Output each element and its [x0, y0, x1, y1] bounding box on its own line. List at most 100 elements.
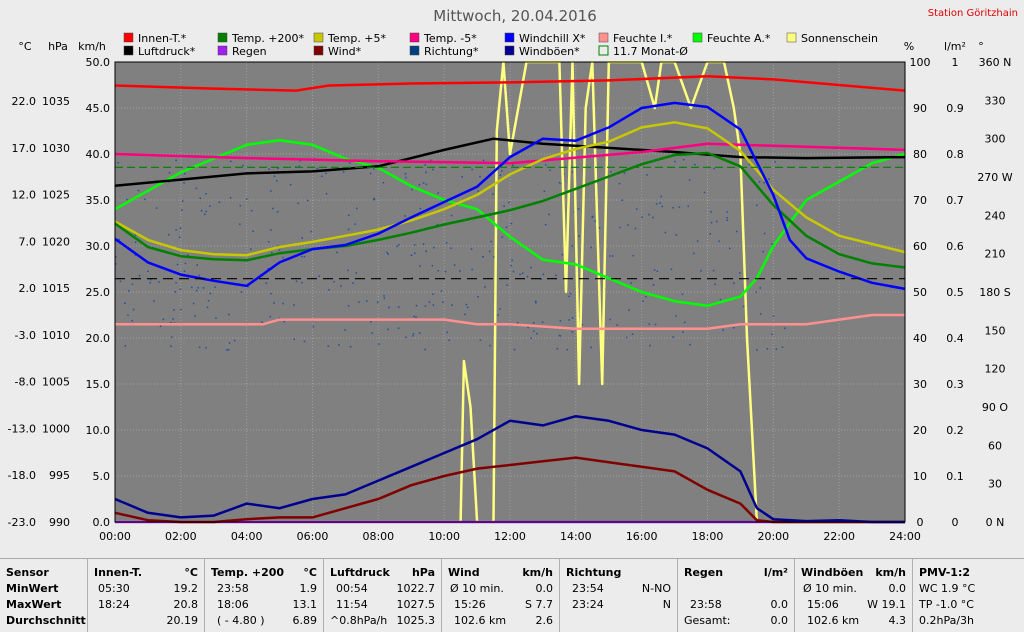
richtung-point [414, 252, 416, 254]
richtung-point [170, 345, 172, 347]
legend-label: Windböen* [519, 45, 580, 58]
series-line-innen-t [114, 75, 906, 92]
axis-tick-label: 180 S [979, 286, 1010, 299]
richtung-point [207, 299, 210, 302]
x-tick-label: 10:00 [428, 530, 460, 543]
richtung-point [318, 275, 320, 277]
axis-tick-label: 360 N [979, 56, 1012, 69]
richtung-point [648, 323, 650, 325]
richtung-point [199, 197, 201, 199]
richtung-point [450, 214, 453, 217]
richtung-point [184, 172, 186, 175]
stats-luftdruck-column: Luftdruck hPa 00:54 1022.7 11:54 1027.5 ^0.… [324, 559, 442, 632]
richtung-point [536, 332, 538, 335]
legend-swatch [598, 32, 609, 43]
legend-label: Innen-T.* [138, 32, 187, 45]
richtung-point [424, 164, 426, 166]
axis-tick-label: 60 [988, 439, 1002, 452]
richtung-point [470, 248, 473, 250]
axis-tick-label: 15.0 [86, 378, 111, 391]
series-line-feuchte-a [114, 138, 906, 308]
stats-richtung-max-value: N [662, 598, 671, 611]
axis-tick-label: -23.0 [8, 516, 36, 529]
richtung-point [203, 213, 206, 216]
richtung-point [535, 301, 537, 304]
richtung-point [418, 183, 421, 186]
richtung-point [321, 175, 323, 178]
richtung-point [451, 304, 453, 306]
richtung-point [158, 281, 160, 283]
richtung-point [352, 282, 354, 284]
richtung-point [742, 305, 745, 308]
legend-swatch [692, 32, 703, 43]
stats-row-min: MinWert [6, 582, 59, 595]
stats-richtung-min-value: N-NO [641, 582, 671, 595]
axis-tick-label: 30 [913, 378, 927, 391]
stats-temp200-avg-value: 6.89 [292, 614, 318, 627]
richtung-point [771, 333, 773, 336]
axis-tick-label: 1015 [42, 282, 70, 295]
richtung-point [268, 168, 270, 170]
richtung-point [729, 247, 731, 250]
richtung-point [716, 220, 718, 223]
stats-wind-unit: km/h [522, 566, 553, 579]
richtung-point [147, 270, 149, 272]
richtung-point [242, 164, 244, 167]
richtung-point [560, 182, 563, 185]
richtung-point [700, 270, 702, 272]
richtung-point [571, 171, 574, 173]
richtung-point [653, 269, 656, 271]
richtung-point [149, 282, 151, 284]
stats-temp200-unit: °C [303, 566, 317, 579]
richtung-point [347, 305, 350, 307]
legend-label: Regen [232, 45, 267, 58]
series-line-feuchte-i [115, 313, 905, 331]
richtung-point [530, 266, 532, 269]
richtung-point [228, 342, 231, 344]
richtung-point [115, 263, 117, 265]
stats-richtung-min-time: 23:54 [572, 582, 604, 595]
richtung-point [278, 249, 281, 251]
legend-label: Windchill X* [519, 32, 586, 45]
richtung-point [175, 281, 177, 284]
richtung-point [533, 330, 535, 332]
richtung-point [404, 215, 406, 217]
richtung-point [444, 270, 447, 273]
richtung-point [781, 346, 784, 349]
richtung-point [436, 223, 439, 226]
stats-luftdruck-max-time: 11:54 [336, 598, 368, 611]
richtung-point [484, 286, 486, 288]
stats-temp200-max-time: 18:06 [217, 598, 249, 611]
richtung-point [349, 345, 352, 348]
stats-regen-column: Regen l/m² 23:58 0.0 Gesamt: 0.0 [678, 559, 795, 632]
richtung-point [714, 283, 716, 285]
axis-tick-label: 70 [913, 194, 927, 207]
x-tick-label: 14:00 [560, 530, 592, 543]
stats-windboen-header: Windböen [801, 566, 864, 579]
richtung-point [214, 286, 216, 288]
richtung-point [461, 176, 463, 178]
richtung-point [387, 328, 389, 331]
richtung-point [167, 233, 170, 236]
richtung-point [227, 348, 230, 351]
richtung-point [191, 286, 193, 289]
richtung-point [271, 251, 273, 254]
richtung-point [675, 234, 678, 236]
richtung-point [205, 192, 207, 195]
richtung-point [131, 283, 134, 286]
stats-luftdruck-min-time: 00:54 [336, 582, 368, 595]
richtung-point [505, 226, 508, 228]
richtung-point [558, 334, 561, 337]
richtung-point [503, 205, 505, 207]
richtung-point [479, 339, 482, 341]
axis-tick-label: 2.0 [19, 282, 37, 295]
richtung-point [774, 160, 776, 163]
richtung-point [316, 167, 319, 170]
richtung-point [477, 190, 479, 192]
richtung-point [674, 160, 676, 163]
richtung-point [646, 174, 648, 176]
richtung-point [664, 231, 667, 234]
legend-swatch [598, 45, 609, 56]
richtung-point [506, 284, 508, 286]
richtung-point [240, 291, 243, 293]
